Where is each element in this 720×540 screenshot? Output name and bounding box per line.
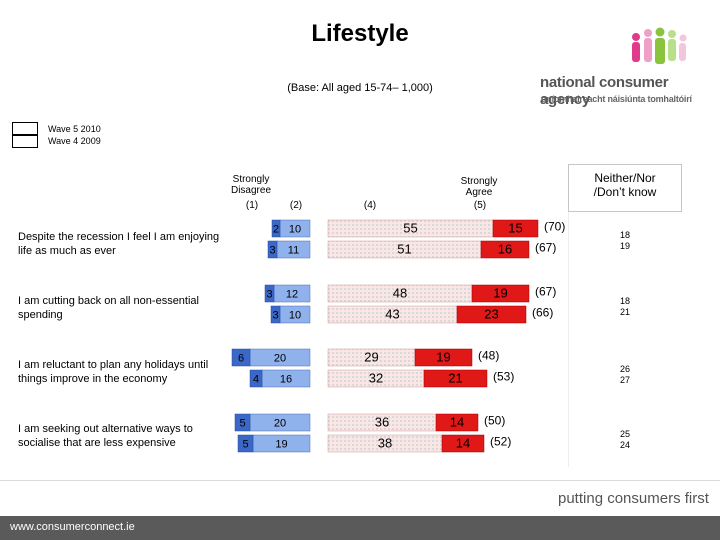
agree-total-label: (52) — [490, 435, 511, 449]
bar-disagree-strong — [249, 369, 263, 388]
bar-label-disagree: 20 — [274, 353, 286, 365]
neither-value: 21 — [619, 307, 630, 317]
agree-total-label: (66) — [532, 306, 553, 320]
bar-label-agree: 55 — [403, 221, 417, 236]
bar-agree-strong — [471, 284, 530, 303]
agree-total-label: (53) — [493, 370, 514, 384]
bar-label-agree-strong: 14 — [450, 415, 464, 430]
bar-disagree-strong — [237, 434, 254, 453]
agree-total-label: (70) — [544, 220, 565, 234]
bar-agree-strong — [492, 219, 539, 238]
footer-url: www.consumerconnect.ie — [10, 521, 135, 533]
bar-label-disagree: 20 — [274, 418, 286, 430]
bar-agree-strong — [480, 240, 530, 259]
row-label-1: I am cutting back on all non-essential s… — [18, 295, 199, 321]
bar-disagree-strong — [267, 240, 278, 259]
agree-total-label: (67) — [535, 285, 556, 299]
bar-label-disagree: 10 — [289, 310, 301, 322]
bar-label-agree-strong: 15 — [508, 221, 522, 236]
bar-agree-strong — [435, 413, 479, 432]
bar-disagree-strong — [234, 413, 251, 432]
bar-disagree-strong — [271, 219, 281, 238]
bar-disagree-strong — [270, 305, 281, 324]
header-strongly-disagree: Strongly Disagree — [230, 174, 272, 196]
bar-agree-strong — [414, 348, 473, 367]
bar-label-disagree: 19 — [275, 439, 287, 451]
bar-label-disagree-strong: 6 — [238, 353, 244, 365]
bar-label-disagree-strong: 2 — [273, 224, 279, 236]
bar-label-disagree-strong: 5 — [239, 418, 245, 430]
neither-value: 19 — [619, 241, 630, 251]
neither-value: 18 — [619, 296, 630, 306]
bar-label-agree-strong: 21 — [448, 371, 462, 386]
bar-agree-strong — [441, 434, 485, 453]
bar-label-disagree-strong: 3 — [266, 289, 272, 301]
brand-name: national consumer agency — [540, 74, 669, 108]
divider — [0, 480, 720, 481]
bar-label-disagree-strong: 5 — [242, 439, 248, 451]
bar-label-agree-strong: 14 — [456, 436, 470, 451]
bar-label-agree: 43 — [385, 307, 399, 322]
bar-label-disagree-strong: 3 — [269, 245, 275, 257]
brand-name-irish: gníomhaireacht náisiúnta tomhaltóirí — [541, 94, 692, 104]
bar-label-agree: 36 — [375, 415, 389, 430]
bar-label-agree-strong: 16 — [498, 242, 512, 257]
bar-disagree-strong — [264, 284, 275, 303]
page-title: Lifestyle — [311, 20, 409, 47]
row-label-0: Despite the recession I feel I am enjoyi… — [18, 231, 220, 257]
legend-label-wave5: Wave 5 2010 — [48, 124, 101, 134]
row-label-2: I am reluctant to plan any holidays unti… — [18, 359, 209, 385]
bar-label-agree: 51 — [397, 242, 411, 257]
neither-value: 18 — [619, 230, 630, 240]
neither-value: 27 — [619, 375, 630, 385]
bar-label-disagree: 11 — [288, 245, 299, 257]
bar-label-agree: 32 — [369, 371, 383, 386]
bar-label-agree: 48 — [393, 286, 407, 301]
bar-label-disagree: 16 — [280, 374, 292, 386]
header-col-2: (2) — [289, 200, 303, 211]
legend-swatch-wave5 — [12, 122, 38, 135]
people-logo-icon — [632, 27, 687, 64]
base-note: (Base: All aged 15-74– 1,000) — [287, 82, 433, 94]
bar-label-disagree-strong: 4 — [253, 374, 259, 386]
legend-label-wave4: Wave 4 2009 — [48, 136, 101, 146]
neither-value: 24 — [619, 440, 630, 450]
bar-disagree-strong — [231, 348, 251, 367]
row-label-3: I am seeking out alternative ways to soc… — [18, 423, 193, 449]
bar-label-agree-strong: 19 — [436, 350, 450, 365]
bar-label-agree-strong: 23 — [484, 307, 498, 322]
header-strongly-agree: Strongly Agree — [460, 176, 498, 198]
bar-label-disagree: 10 — [289, 224, 301, 236]
bar-label-agree: 38 — [378, 436, 392, 451]
footer-bar — [0, 516, 720, 540]
neither-value: 25 — [619, 429, 630, 439]
bar-label-disagree: 12 — [286, 289, 298, 301]
agree-total-label: (67) — [535, 241, 556, 255]
bar-label-disagree-strong: 3 — [272, 310, 278, 322]
neither-value: 26 — [619, 364, 630, 374]
header-col-1: (1) — [245, 200, 259, 211]
tagline: putting consumers first — [558, 490, 709, 507]
header-col-5: (5) — [473, 200, 487, 211]
agree-total-label: (50) — [484, 414, 505, 428]
bar-label-agree-strong: 19 — [493, 286, 507, 301]
bar-label-agree: 29 — [364, 350, 378, 365]
agree-total-label: (48) — [478, 349, 499, 363]
legend-swatch-wave4 — [12, 135, 38, 148]
header-col-4: (4) — [363, 200, 377, 211]
neither-column — [568, 212, 683, 467]
bar-agree-strong — [456, 305, 527, 324]
bar-agree-strong — [423, 369, 488, 388]
header-neither: Neither/Nor /Don’t know — [568, 164, 682, 212]
